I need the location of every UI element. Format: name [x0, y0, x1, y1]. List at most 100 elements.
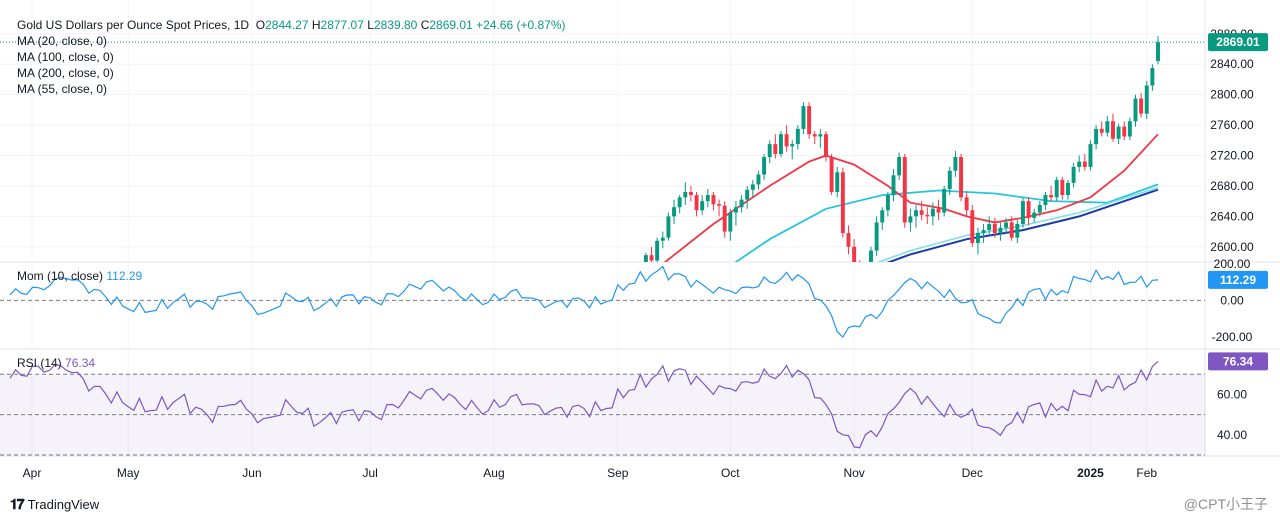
price-pane: [0, 36, 1205, 289]
momentum-badge-bg: [1208, 270, 1268, 289]
candle-body: [1043, 195, 1048, 205]
candle-body: [672, 207, 677, 217]
candle: [1150, 64, 1155, 91]
candle-body: [666, 216, 671, 238]
momentum-line: [9, 265, 1159, 338]
candle-body: [891, 175, 896, 196]
ma200-legend[interactable]: MA (200, close, 0): [17, 66, 114, 80]
candle-body: [728, 212, 733, 232]
candle-body: [829, 157, 834, 193]
candle-body: [1127, 121, 1132, 137]
candle: [981, 223, 986, 243]
ma100-legend[interactable]: MA (100, close, 0): [17, 50, 114, 64]
candle: [688, 185, 693, 202]
candle: [807, 102, 812, 139]
candle-body: [1071, 166, 1076, 183]
candle-body: [1009, 222, 1014, 238]
candle-body: [1116, 126, 1121, 139]
candle-body: [1037, 204, 1042, 213]
rsi-pane: [0, 360, 1205, 456]
candle: [835, 166, 840, 198]
candle: [705, 188, 710, 208]
momentum-value: 112.29: [106, 269, 143, 283]
candle: [846, 225, 851, 255]
price-tick-label: 2760.00: [1210, 118, 1254, 132]
low-value: 2839.80: [373, 18, 418, 32]
candle: [733, 201, 738, 226]
candle: [1122, 121, 1127, 141]
price-tick-label: 2600.00: [1210, 240, 1254, 254]
time-tick-label: Feb: [1136, 466, 1157, 480]
candle-body: [649, 255, 654, 261]
candle-body: [745, 189, 750, 200]
time-tick-label: Aug: [483, 466, 504, 480]
candle: [1105, 115, 1110, 137]
ma55-legend[interactable]: MA (55, close, 0): [17, 82, 108, 96]
candle-body: [975, 233, 980, 243]
candle: [773, 134, 778, 159]
candle-body: [1020, 201, 1025, 224]
momentum-badge-text: 112.29: [1220, 273, 1256, 287]
candle-body: [942, 188, 947, 213]
symbol-title: Gold US Dollars per Ounce Spot Prices, 1…: [17, 18, 250, 32]
candle-body: [964, 197, 969, 211]
time-tick-label: Jul: [362, 466, 377, 480]
candle: [801, 102, 806, 135]
brand-text: TradingView: [27, 497, 100, 512]
high-label: H: [311, 18, 321, 32]
candle-body: [874, 222, 879, 251]
candle: [778, 131, 783, 158]
candle-body: [1077, 161, 1082, 167]
candle: [880, 207, 885, 231]
candle: [643, 252, 648, 262]
candle: [992, 217, 997, 238]
axes: 2600.00 2640.00 2680.00 2720.00 2760.00 2800.…: [23, 27, 1268, 480]
candle: [852, 239, 857, 262]
time-tick-label: Apr: [23, 466, 42, 480]
candle-body: [930, 208, 935, 217]
tradingview-logo[interactable]: 𝟏𝟕 TradingView: [10, 496, 99, 513]
candle: [1065, 179, 1070, 200]
candle: [930, 202, 935, 226]
candle: [1026, 197, 1031, 226]
candle: [840, 167, 845, 238]
candle-body: [998, 227, 1003, 234]
candle-body: [1139, 98, 1144, 114]
candle: [975, 227, 980, 255]
candle: [767, 140, 772, 164]
candle: [858, 260, 862, 289]
candle: [1020, 197, 1025, 228]
candle: [1043, 192, 1048, 211]
candle: [700, 195, 705, 215]
candle-body: [795, 128, 800, 145]
candle-body: [908, 216, 913, 223]
rsi-label: RSI (14): [17, 356, 62, 370]
ma20-legend[interactable]: MA (20, close, 0): [17, 34, 108, 48]
ma55-line: [734, 183, 1159, 262]
candle: [784, 125, 789, 152]
candle: [1071, 163, 1076, 188]
candle-body: [1082, 161, 1087, 167]
candle: [677, 195, 682, 214]
candle-body: [655, 240, 660, 261]
candle: [998, 222, 1003, 241]
candle-body: [762, 157, 767, 175]
momentum-legend[interactable]: Mom (10, close) 112.29: [17, 268, 142, 284]
candle-body: [858, 268, 862, 289]
candle-body: [711, 195, 716, 205]
candle: [762, 153, 767, 180]
time-tick-label: May: [117, 466, 140, 480]
candle: [672, 199, 677, 224]
candle-body: [1150, 68, 1155, 86]
rsi-legend[interactable]: RSI (14) 76.34: [17, 355, 95, 371]
momentum-tick-label: -200.00: [1212, 330, 1253, 344]
price-tick-label: 2680.00: [1210, 179, 1254, 193]
candle: [655, 237, 660, 262]
candle-body: [840, 172, 845, 234]
rsi-tick-label: 40.00: [1217, 428, 1247, 442]
candle-body: [818, 134, 823, 137]
last-price-bg: [1208, 33, 1268, 52]
candle: [795, 125, 800, 150]
candle-body: [863, 273, 867, 288]
candle-body: [700, 201, 705, 211]
